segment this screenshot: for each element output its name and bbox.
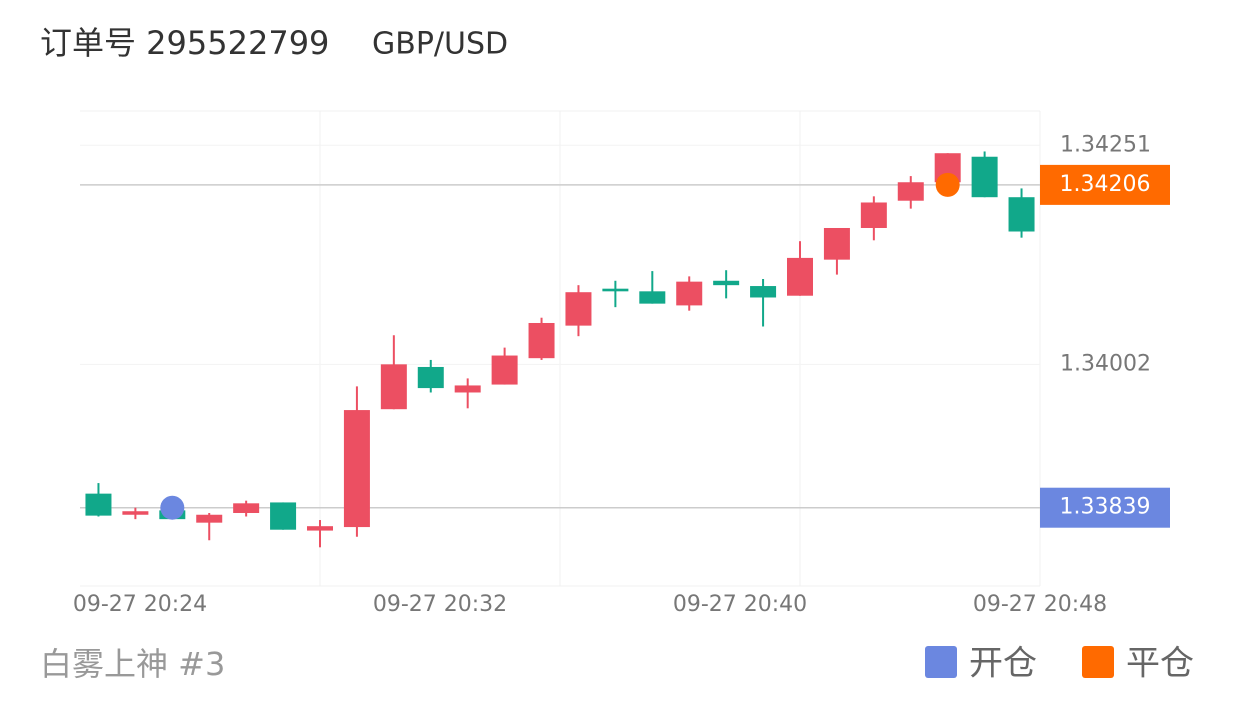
subtitle: GBP/USD — [372, 27, 508, 62]
candle-body — [417, 366, 444, 389]
x-tick-label: 09-27 20:40 — [673, 592, 807, 617]
price-label: 1.34206 — [1060, 172, 1151, 197]
candle-body — [270, 502, 297, 530]
x-tick-label: 09-27 20:48 — [973, 592, 1107, 617]
candle-body — [639, 291, 666, 304]
x-tick-label: 09-27 20:24 — [73, 592, 207, 617]
candle-body — [860, 202, 887, 228]
legend-label: 平仓 — [1126, 644, 1194, 684]
x-tick-label: 09-27 20:32 — [373, 592, 507, 617]
legend-swatch — [925, 646, 957, 678]
candle-body — [713, 280, 740, 286]
candle-body — [897, 182, 924, 201]
candle-body — [602, 288, 629, 292]
price-label: 1.33839 — [1060, 495, 1151, 520]
footer: 白雾上神 #3 — [40, 645, 225, 683]
y-tick-label: 1.34002 — [1060, 351, 1151, 376]
candle-body — [491, 355, 518, 385]
candle-body — [454, 385, 481, 393]
legend-label: 开仓 — [969, 644, 1037, 684]
y-tick-label: 1.34251 — [1060, 132, 1151, 157]
candle-body — [676, 281, 703, 306]
candle-body — [85, 493, 112, 516]
candle-body — [787, 257, 813, 296]
candle-body — [233, 503, 260, 513]
candle-body — [380, 364, 407, 410]
candle-body — [971, 156, 998, 198]
trade-marker — [935, 172, 960, 197]
candle-body — [1008, 197, 1035, 232]
trade-marker — [160, 495, 185, 520]
price-tag — [1040, 164, 1170, 205]
plot-frame — [80, 110, 1041, 587]
candle-body — [343, 410, 370, 528]
candle-body — [196, 514, 223, 523]
legend-swatch — [1082, 646, 1114, 678]
candle-body — [122, 511, 149, 515]
candle-body — [750, 286, 777, 298]
price-tag — [1040, 487, 1170, 528]
candle-body — [823, 227, 850, 260]
candle-body — [307, 526, 333, 531]
title: 订单号 295522799 — [40, 24, 329, 62]
candle-body — [565, 292, 592, 326]
candle-body — [528, 322, 555, 359]
